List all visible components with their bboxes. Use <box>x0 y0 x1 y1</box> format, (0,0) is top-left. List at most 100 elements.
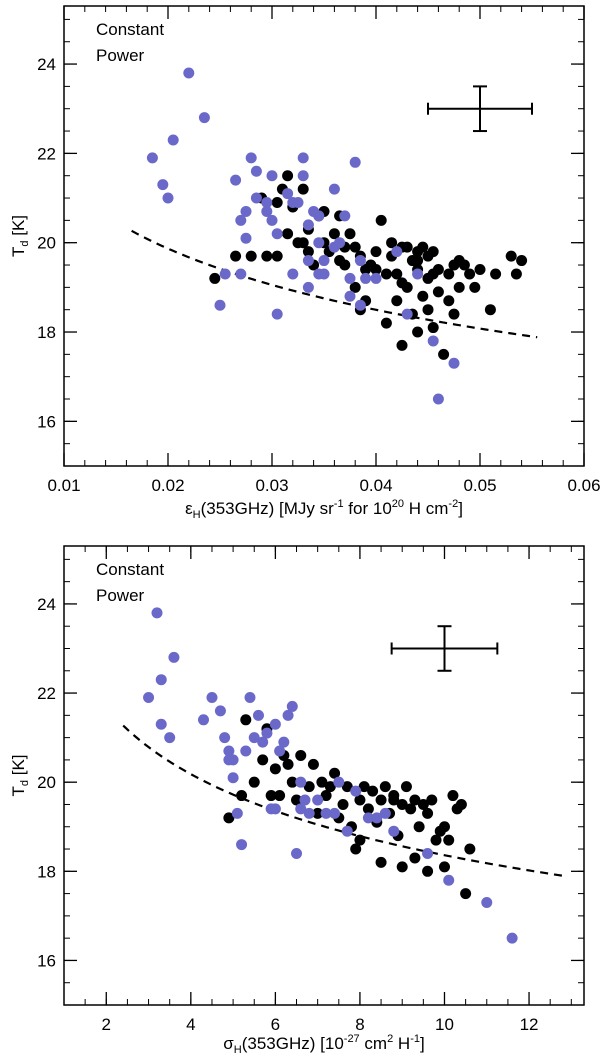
data-point-blue <box>303 807 315 819</box>
data-point-blue <box>371 812 383 824</box>
x-label-subscript: H <box>234 1044 242 1056</box>
data-point-blue <box>236 839 248 851</box>
data-point-black <box>469 281 481 293</box>
x-axis-label: εH(353GHz) [MJy sr-1 for 1020 H cm-2] <box>185 498 463 521</box>
data-point-blue <box>235 268 247 280</box>
y-tick-label: 16 <box>37 951 56 970</box>
data-point-blue <box>320 807 332 819</box>
y-tick-label: 24 <box>37 595 56 614</box>
data-point-black <box>396 339 408 351</box>
y-tick-label: 18 <box>37 323 56 342</box>
data-point-black <box>248 776 260 788</box>
data-point-black <box>375 214 387 226</box>
x-label-superscript: 2 <box>387 1033 393 1045</box>
data-point-black <box>386 237 398 249</box>
data-point-blue <box>227 772 239 784</box>
data-point-blue <box>167 134 179 146</box>
data-point-black <box>370 264 382 275</box>
data-point-black <box>349 281 361 293</box>
y-label-text: [K] <box>9 754 28 780</box>
data-point-black <box>337 798 349 810</box>
y-tick-label: 24 <box>37 55 56 74</box>
y-axis-label: Td [K] <box>9 754 31 796</box>
data-point-blue <box>164 732 176 744</box>
data-point-blue <box>506 932 518 944</box>
data-point-black <box>324 781 336 793</box>
data-point-black <box>302 246 314 258</box>
data-point-black <box>349 241 361 253</box>
data-point-blue <box>252 709 264 721</box>
data-point-blue <box>297 152 309 164</box>
data-point-black <box>297 183 309 195</box>
data-point-blue <box>299 794 311 806</box>
data-point-blue <box>271 228 283 240</box>
y-tick-label: 22 <box>37 144 56 163</box>
data-point-blue <box>344 290 356 302</box>
data-point-blue <box>271 308 283 320</box>
data-point-blue <box>183 67 195 79</box>
data-point-black <box>516 255 528 267</box>
data-point-black <box>265 790 277 802</box>
data-point-blue <box>302 281 314 293</box>
data-point-blue <box>250 192 262 204</box>
data-point-blue <box>329 807 341 819</box>
x-label-text: cm <box>360 1034 387 1053</box>
data-point-blue <box>198 714 210 726</box>
data-point-black <box>400 781 412 793</box>
x-label-superscript: -27 <box>344 1033 360 1045</box>
data-point-black <box>391 268 403 280</box>
annotation-line-1: Constant <box>96 560 164 579</box>
data-point-blue <box>155 718 167 730</box>
plot-frame <box>63 545 585 1006</box>
data-point-black <box>223 812 235 824</box>
data-point-black <box>344 228 356 240</box>
x-label-text: H cm <box>404 499 448 518</box>
error-bar <box>427 85 533 133</box>
data-point-blue <box>223 745 235 757</box>
constant-power-curve <box>122 724 564 877</box>
y-tick-label: 22 <box>37 684 56 703</box>
data-point-black <box>427 246 439 258</box>
data-point-blue <box>302 255 314 267</box>
annotation-line-1: Constant <box>96 20 164 39</box>
x-label-text: (353GHz) [MJy sr <box>201 499 335 518</box>
data-point-blue <box>448 357 460 369</box>
data-point-blue <box>412 268 424 280</box>
data-point-black <box>455 798 467 810</box>
data-point-blue <box>354 299 366 311</box>
data-point-black <box>422 304 434 316</box>
data-point-black <box>438 821 450 833</box>
x-tick-label: 6 <box>271 1015 280 1034</box>
data-point-black <box>209 272 221 284</box>
data-point-black <box>291 794 303 806</box>
data-point-blue <box>278 736 290 748</box>
data-point-black <box>339 259 351 271</box>
data-point-blue <box>282 188 294 200</box>
y-tick-label: 18 <box>37 862 56 881</box>
data-point-blue <box>312 794 324 806</box>
x-axis-label: σH(353GHz) [10-27 cm2 H-1] <box>223 1033 424 1056</box>
data-point-blue <box>481 897 493 908</box>
data-point-blue <box>379 807 391 819</box>
data-point-blue <box>214 705 226 717</box>
error-bar <box>390 625 499 672</box>
data-point-black <box>312 807 324 819</box>
data-point-blue <box>313 237 325 249</box>
data-point-blue <box>443 874 455 886</box>
data-point-blue <box>261 727 273 739</box>
series-blue <box>143 607 518 944</box>
data-point-blue <box>250 165 262 177</box>
data-point-black <box>396 861 408 873</box>
data-point-black <box>417 290 429 302</box>
data-point-blue <box>344 272 356 284</box>
x-tick-label: 0.05 <box>463 476 496 495</box>
annotation-line-2: Power <box>96 46 145 65</box>
data-point-blue <box>244 692 256 704</box>
data-point-blue <box>318 268 330 280</box>
x-tick-label: 2 <box>102 1015 111 1034</box>
data-point-black <box>464 268 476 280</box>
x-tick-label: 0.06 <box>567 476 600 495</box>
y-tick-label: 16 <box>37 412 56 431</box>
data-point-black <box>438 348 450 360</box>
